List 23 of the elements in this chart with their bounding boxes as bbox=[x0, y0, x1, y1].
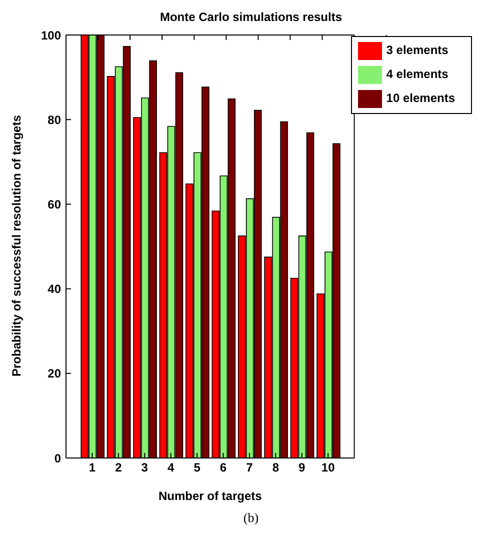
y-tick-label: 80 bbox=[48, 112, 62, 127]
x-tick-label: 7 bbox=[246, 460, 254, 475]
chart-title: Monte Carlo simulations results bbox=[158, 9, 344, 26]
y-tick-label: 100 bbox=[40, 28, 62, 42]
x-tick-label: 1 bbox=[88, 460, 96, 475]
legend-label: 3 elements bbox=[386, 43, 448, 58]
x-tick-label: 10 bbox=[321, 460, 336, 475]
y-tick-label: 40 bbox=[48, 282, 62, 296]
x-tick-label: 8 bbox=[272, 460, 280, 475]
legend-label: 10 elements bbox=[386, 91, 455, 106]
x-tick-label: 3 bbox=[141, 460, 148, 475]
x-tick-label: 9 bbox=[298, 460, 306, 475]
x-tick-label: 2 bbox=[115, 460, 122, 475]
x-tick-label: 6 bbox=[220, 460, 227, 475]
x-tick-label: 5 bbox=[194, 460, 201, 475]
y-axis-title: Probability of successful resolution of targets bbox=[9, 114, 24, 376]
y-tick-label: 20 bbox=[48, 366, 62, 381]
x-tick-label: 4 bbox=[167, 460, 174, 475]
legend-label: 4 elements bbox=[386, 67, 448, 82]
text: (b) bbox=[242, 510, 260, 526]
y-tick-label: 60 bbox=[48, 197, 62, 212]
x-axis-title: Number of targets bbox=[158, 489, 262, 503]
y-tick-label: 0 bbox=[54, 451, 62, 466]
